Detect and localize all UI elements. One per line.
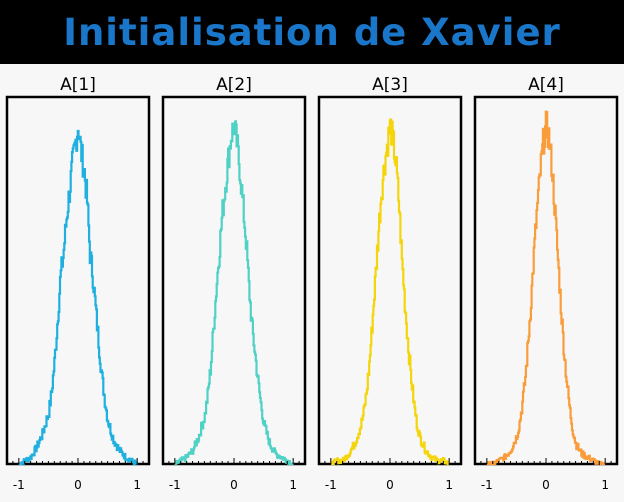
x-tick-label: -1 xyxy=(481,478,493,492)
panel-frame xyxy=(5,95,151,466)
panel-title: A[3] xyxy=(372,75,408,95)
title-bar: Initialisation de Xavier xyxy=(0,0,624,64)
panel-title: A[1] xyxy=(60,75,96,95)
x-tick-label: 1 xyxy=(445,478,453,492)
panel-title: A[4] xyxy=(528,75,564,95)
page-title: Initialisation de Xavier xyxy=(63,10,561,54)
panel-frame xyxy=(317,95,463,466)
histogram-series xyxy=(174,120,294,466)
panel-title: A[2] xyxy=(216,75,252,95)
x-tick-label: -1 xyxy=(325,478,337,492)
x-tick-label: 1 xyxy=(601,478,609,492)
histogram-series xyxy=(18,129,138,466)
panel-frame xyxy=(473,95,619,466)
x-tick-label: 0 xyxy=(386,478,394,492)
x-tick-label: 1 xyxy=(289,478,297,492)
x-tick-label: 0 xyxy=(230,478,238,492)
panel-frame xyxy=(161,95,307,466)
x-tick-label: 1 xyxy=(133,478,141,492)
x-tick-label: 0 xyxy=(542,478,550,492)
histogram-series xyxy=(486,110,606,466)
x-tick-label: 0 xyxy=(74,478,82,492)
x-tick-label: -1 xyxy=(13,478,25,492)
x-tick-label: -1 xyxy=(169,478,181,492)
histogram-series xyxy=(330,118,450,466)
